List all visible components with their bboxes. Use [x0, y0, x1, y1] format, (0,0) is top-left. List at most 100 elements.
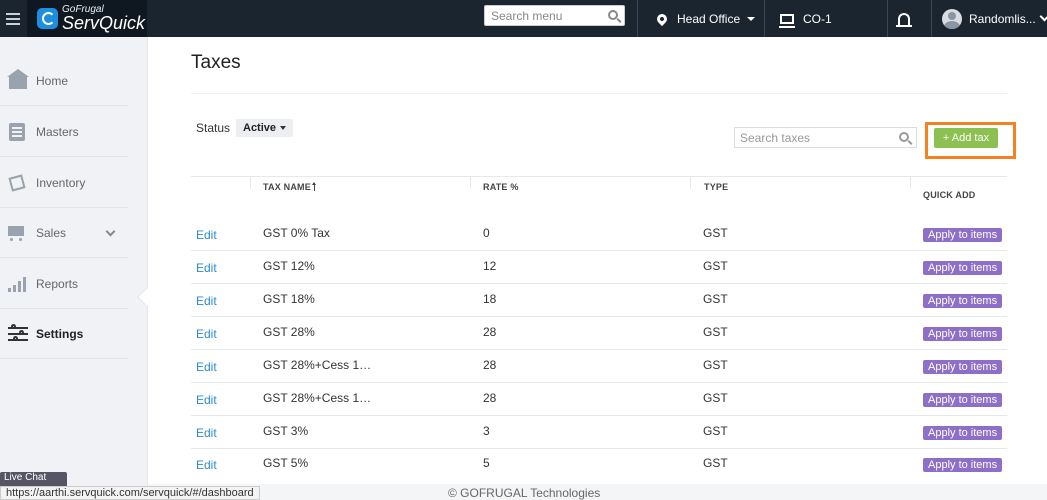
tax-rate: 28	[483, 358, 497, 372]
location-label: Head Office	[677, 11, 741, 26]
apply-to-items-button[interactable]: Apply to items	[923, 360, 1003, 374]
column-header-label: TAX NAME	[263, 182, 311, 192]
tax-type: GST	[703, 391, 728, 405]
column-header-rate[interactable]: RATE %	[483, 182, 519, 192]
table-row: Edit GST 3% 3 GST Apply to items	[191, 416, 1007, 449]
tax-type: GST	[703, 292, 728, 306]
sidebar-item-inventory[interactable]: Inventory	[0, 158, 128, 208]
column-divider	[470, 177, 471, 189]
apply-to-items-button[interactable]: Apply to items	[923, 426, 1003, 440]
sidebar-item-sales[interactable]: Sales	[0, 208, 128, 258]
apply-to-items-button[interactable]: Apply to items	[923, 327, 1003, 341]
add-tax-button[interactable]: + Add tax	[934, 128, 998, 148]
table-row: Edit GST 18% 18 GST Apply to items	[191, 284, 1007, 317]
browser-status-url: https://aarthi.servquick.com/servquick/#…	[0, 486, 260, 500]
brand-name-small: GoFrugal	[62, 4, 104, 15]
table-row: Edit GST 28%+Cess 1… 28 GST Apply to ite…	[191, 350, 1007, 383]
copyright-text: © GOFRUGAL Technologies	[448, 486, 601, 500]
tax-rate: 0	[483, 226, 490, 240]
tax-name: GST 28%+Cess 1…	[263, 358, 372, 372]
divider	[764, 0, 765, 37]
tax-name: GST 12%	[263, 259, 315, 273]
search-icon[interactable]	[608, 10, 618, 20]
counter-selector[interactable]: CO-1	[779, 0, 832, 37]
sidebar-item-label: Masters	[36, 124, 79, 139]
caret-down-icon	[747, 16, 756, 21]
search-menu-box[interactable]	[484, 5, 625, 26]
user-menu[interactable]: Randomlis...	[942, 0, 1047, 37]
sidebar-item-label: Inventory	[36, 175, 86, 190]
edit-link[interactable]: Edit	[196, 426, 217, 440]
sidebar-item-label: Home	[36, 73, 69, 88]
tax-name: GST 5%	[263, 456, 309, 470]
edit-link[interactable]: Edit	[196, 458, 217, 472]
chevron-down-icon[interactable]	[105, 226, 116, 237]
sidebar: Home Masters Inventory Sales Reports Set…	[0, 37, 148, 500]
hamburger-menu-icon[interactable]	[0, 0, 26, 37]
table-top-border	[191, 176, 1007, 177]
live-chat-button[interactable]: Live Chat	[0, 472, 67, 486]
status-value: Active	[243, 122, 277, 134]
column-divider	[690, 177, 691, 189]
edit-link[interactable]: Edit	[196, 228, 217, 242]
column-divider	[910, 177, 911, 189]
tax-rate: 28	[483, 391, 497, 405]
apply-to-items-button[interactable]: Apply to items	[923, 393, 1003, 407]
inventory-icon	[8, 173, 28, 192]
search-taxes-input[interactable]	[740, 130, 890, 145]
location-selector[interactable]: Head Office	[654, 0, 756, 37]
sidebar-item-masters[interactable]: Masters	[0, 107, 128, 157]
avatar	[942, 8, 962, 29]
divider	[887, 0, 888, 37]
column-header-type[interactable]: TYPE	[704, 182, 729, 192]
caret-down-icon	[280, 126, 287, 130]
sort-ascending-icon	[311, 182, 316, 191]
table-row: Edit GST 28%+Cess 1… 28 GST Apply to ite…	[191, 383, 1007, 416]
edit-link[interactable]: Edit	[196, 294, 217, 308]
chevron-down-icon	[1039, 11, 1047, 22]
sliders-icon	[8, 323, 28, 343]
search-taxes-box[interactable]	[734, 127, 917, 148]
tax-name: GST 0% Tax	[263, 226, 330, 240]
apply-to-items-button[interactable]: Apply to items	[923, 458, 1003, 472]
tax-type: GST	[703, 358, 728, 372]
brand-logo[interactable]: GoFrugal ServQuick	[27, 0, 147, 37]
sidebar-item-label: Settings	[36, 326, 84, 341]
edit-link[interactable]: Edit	[196, 360, 217, 374]
search-menu-input[interactable]	[491, 8, 601, 23]
divider	[931, 0, 932, 37]
column-header-quick-add: QUICK ADD	[923, 190, 976, 200]
top-bar: GoFrugal ServQuick Head Office CO-1 Rand…	[0, 0, 1047, 37]
divider	[637, 0, 638, 37]
table-row: Edit GST 5% 5 GST Apply to items	[191, 449, 1007, 482]
apply-to-items-button[interactable]: Apply to items	[923, 228, 1003, 242]
apply-to-items-button[interactable]: Apply to items	[923, 261, 1003, 275]
tax-type: GST	[703, 325, 728, 339]
tax-name: GST 3%	[263, 424, 309, 438]
column-header-tax-name[interactable]: TAX NAME	[263, 182, 316, 192]
sidebar-item-home[interactable]: Home	[0, 56, 128, 106]
tax-rate: 18	[483, 292, 497, 306]
masters-icon	[8, 122, 28, 141]
tax-type: GST	[703, 259, 728, 273]
status-dropdown[interactable]: Active	[236, 119, 294, 137]
edit-link[interactable]: Edit	[196, 393, 217, 407]
edit-link[interactable]: Edit	[196, 261, 217, 275]
sidebar-item-reports[interactable]: Reports	[0, 259, 128, 309]
divider	[191, 93, 1007, 94]
tax-type: GST	[703, 226, 728, 240]
notifications-button[interactable]	[896, 0, 912, 37]
search-icon[interactable]	[899, 132, 909, 142]
tax-type: GST	[703, 424, 728, 438]
sidebar-item-settings[interactable]: Settings	[0, 309, 128, 359]
sidebar-item-label: Reports	[36, 276, 79, 291]
counter-label: CO-1	[803, 11, 832, 26]
home-icon	[7, 68, 29, 90]
edit-link[interactable]: Edit	[196, 327, 217, 341]
tax-rate: 3	[483, 424, 490, 438]
table-row: Edit GST 28% 28 GST Apply to items	[191, 317, 1007, 350]
location-pin-icon	[654, 11, 670, 26]
apply-to-items-button[interactable]: Apply to items	[923, 294, 1003, 308]
footer: © GOFRUGAL Technologies	[148, 484, 1047, 500]
cart-icon	[8, 224, 28, 242]
